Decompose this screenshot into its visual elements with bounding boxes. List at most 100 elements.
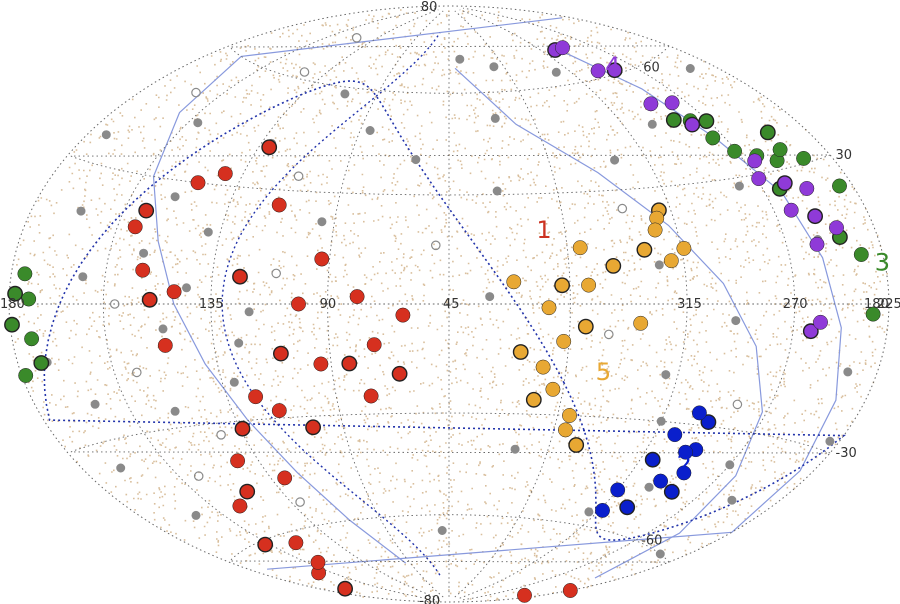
longitude-tick-label: 90 [320,297,337,312]
gray-point [193,118,203,128]
group-4-point [751,171,767,187]
group-label-5: 5 [596,358,611,386]
group-1-point [135,262,151,278]
group-3-point [21,291,37,307]
gray-point [455,54,465,64]
group-3-point [18,368,34,383]
group-1-point [234,420,251,437]
group-1-point [127,219,143,235]
group-1-point [349,289,365,305]
group-1-point [391,365,408,382]
blue-boundary-2 [221,32,441,576]
parallel--60 [228,514,670,563]
meridian-0 [454,10,571,598]
gray-point [244,307,254,317]
latitude-tick-label: 80 [421,0,438,15]
grid-layer [8,5,890,603]
group-5-point [663,253,679,269]
gray-point [317,217,327,227]
group-5-point [605,257,622,274]
group-3-point [698,113,715,130]
gray-point [430,240,441,251]
group-3-point [865,306,881,322]
group-5-point [581,277,597,293]
group-1-point [232,498,248,514]
gray-point [727,495,737,505]
gray-point [365,126,375,136]
group-4-point [802,323,819,340]
group-3-point [4,316,20,333]
group-1-point [271,403,287,419]
gray-point [437,525,447,535]
group-3-point [24,331,40,347]
gray-point [732,399,743,410]
group-5-point [633,315,649,331]
group-1-point [395,307,411,323]
gray-point [109,299,120,309]
group-3-point [832,178,847,194]
series-layer [4,40,881,603]
group-1-point [562,583,578,598]
gray-point [203,227,213,237]
group-2-point [619,499,636,516]
gray-point [191,510,201,520]
group-1-point [272,345,289,362]
gray-point [655,549,665,559]
group-4-point [664,95,680,111]
group-1-point [217,166,233,182]
latitude-tick-label: -30 [836,446,857,461]
group-1-point [337,580,353,597]
group-5-point [562,408,577,423]
group-5-point [545,381,561,397]
longitude-tick-label: 45 [443,297,460,312]
gray-point [101,130,111,140]
group-4-point [829,220,844,236]
group-1-point [232,268,248,285]
group-1-point [366,337,382,353]
gray-point [492,186,502,196]
group-4-point [684,116,701,133]
group-5-point [541,300,557,316]
latitude-tick-label: -80 [419,594,440,604]
contour-layer [152,17,842,579]
gray-point [656,416,666,426]
gray-points-layer [42,32,853,573]
meridian-315 [459,9,688,599]
group-2-point [653,473,669,489]
meridian-270 [463,7,796,601]
group-3-point [796,150,812,166]
group-2-point [700,414,717,430]
group-4-point [776,175,793,192]
gray-point [551,67,561,77]
group-2-point [678,444,693,460]
gray-point [299,67,310,77]
group-1-point [288,535,304,551]
group-4-point [747,153,763,169]
group-5-point [556,333,572,349]
gray-point [170,406,180,416]
group-1-point [310,554,326,570]
gray-point [731,316,741,326]
group-4-point [606,62,623,79]
gray-point [229,377,239,387]
group-4-point [555,40,570,56]
longitude-tick-label: 180 [864,297,889,312]
gray-point [193,471,204,481]
group-3-point [7,285,24,302]
group-4-point [809,236,825,252]
group-4-point [590,63,606,79]
longitude-tick-label: 225 [877,297,900,312]
blue-boundary-1 [43,80,847,541]
group-1-point [230,453,246,469]
group-5-point [577,318,594,335]
group-5-point [647,222,663,238]
gray-point [489,62,499,72]
longitude-tick-label: 180 [0,297,25,312]
gray-point [132,367,142,378]
latitude-tick-label: 60 [643,61,660,76]
group-1-point [341,355,358,372]
group-4-point [783,202,799,218]
gray-point [734,181,744,191]
